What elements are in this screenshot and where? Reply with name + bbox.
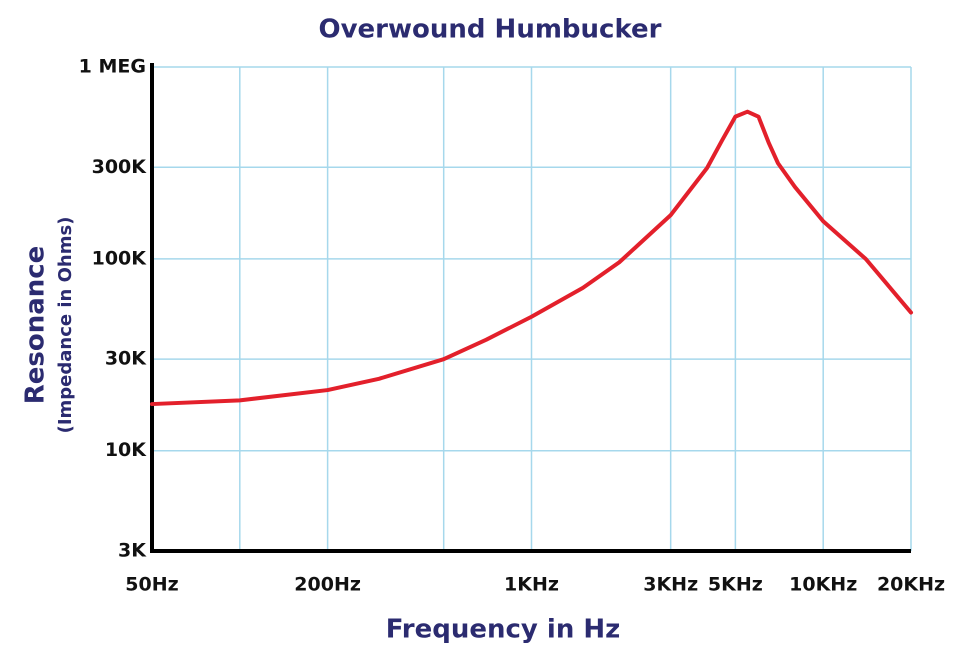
y-axis-label: Resonance — [21, 246, 51, 405]
x-axis-label: Frequency in Hz — [386, 615, 621, 645]
y-tick-label: 1 MEG — [79, 56, 146, 78]
y-tick-label: 10K — [105, 439, 147, 461]
x-tick-label: 200Hz — [294, 574, 361, 596]
x-tick-label: 3KHz — [643, 574, 698, 596]
y-axis-sublabel: (Impedance in Ohms) — [55, 217, 76, 434]
chart-title: Overwound Humbucker — [318, 15, 661, 45]
y-tick-label: 30K — [105, 348, 147, 370]
y-tick-label: 3K — [118, 540, 147, 562]
y-tick-label: 100K — [92, 247, 148, 269]
line-series — [150, 109, 913, 407]
x-tick-label: 10KHz — [789, 574, 857, 596]
x-tick-label: 1KHz — [504, 574, 559, 596]
x-tick-label: 20KHz — [877, 574, 945, 596]
x-tick-label: 5KHz — [708, 574, 763, 596]
x-tick-label: 50Hz — [125, 574, 178, 596]
y-tick-label: 300K — [92, 156, 148, 178]
